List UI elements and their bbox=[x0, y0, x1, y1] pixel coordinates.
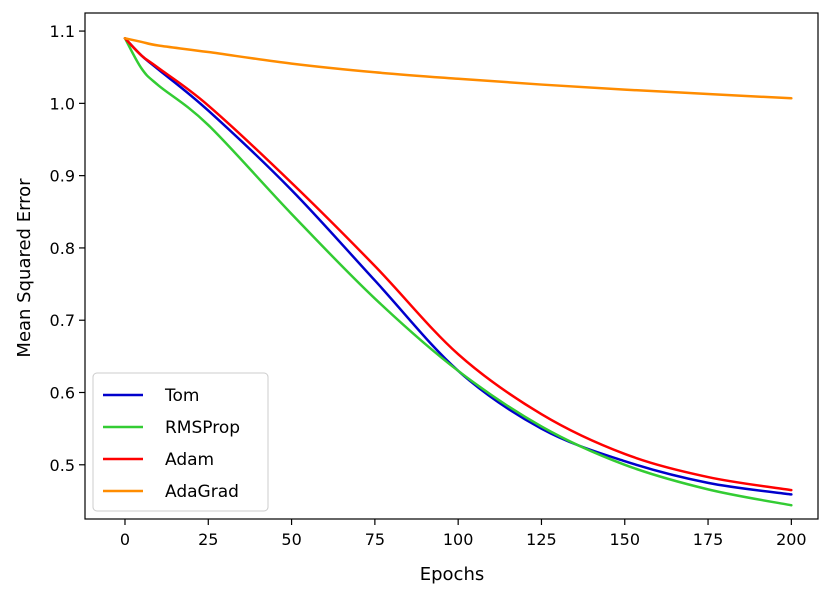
series-line-rmsprop bbox=[123, 37, 793, 507]
x-tick-label: 50 bbox=[281, 530, 301, 549]
x-tick-label: 150 bbox=[609, 530, 640, 549]
y-tick-label: 1.0 bbox=[50, 94, 75, 113]
x-tick-label: 100 bbox=[443, 530, 474, 549]
legend-label-adam: Adam bbox=[165, 450, 214, 470]
legend-label-rmsprop: RMSProp bbox=[165, 418, 240, 438]
y-tick-label: 0.9 bbox=[50, 167, 75, 186]
y-axis-label: Mean Squared Error bbox=[14, 178, 35, 358]
legend-label-tom: Tom bbox=[164, 386, 199, 406]
y-tick-label: 0.8 bbox=[50, 239, 75, 258]
series-line-adam bbox=[123, 37, 793, 492]
x-tick-label: 25 bbox=[198, 530, 218, 549]
x-axis-label: Epochs bbox=[420, 564, 485, 585]
x-axis: 0 25 50 75 100 125 150 175 200 bbox=[120, 519, 807, 549]
y-tick-label: 0.5 bbox=[50, 456, 75, 475]
x-tick-label: 75 bbox=[365, 530, 385, 549]
y-tick-label: 1.1 bbox=[50, 22, 75, 41]
y-tick-label: 0.7 bbox=[50, 311, 75, 330]
plot-frame bbox=[84, 12, 819, 520]
y-tick-label: 0.6 bbox=[50, 384, 75, 403]
plot-area bbox=[84, 12, 819, 520]
legend-box bbox=[92, 372, 269, 512]
x-tick-label: 125 bbox=[526, 530, 557, 549]
legend-label-adagrad: AdaGrad bbox=[165, 482, 239, 502]
y-axis: 0.5 0.6 0.7 0.8 0.9 1.0 1.1 bbox=[50, 22, 85, 475]
x-tick-label: 0 bbox=[120, 530, 130, 549]
x-tick-label: 200 bbox=[776, 530, 807, 549]
x-tick-label: 175 bbox=[693, 530, 724, 549]
series-line-adagrad bbox=[123, 37, 793, 100]
legend: Tom RMSProp Adam AdaGrad bbox=[92, 372, 269, 512]
